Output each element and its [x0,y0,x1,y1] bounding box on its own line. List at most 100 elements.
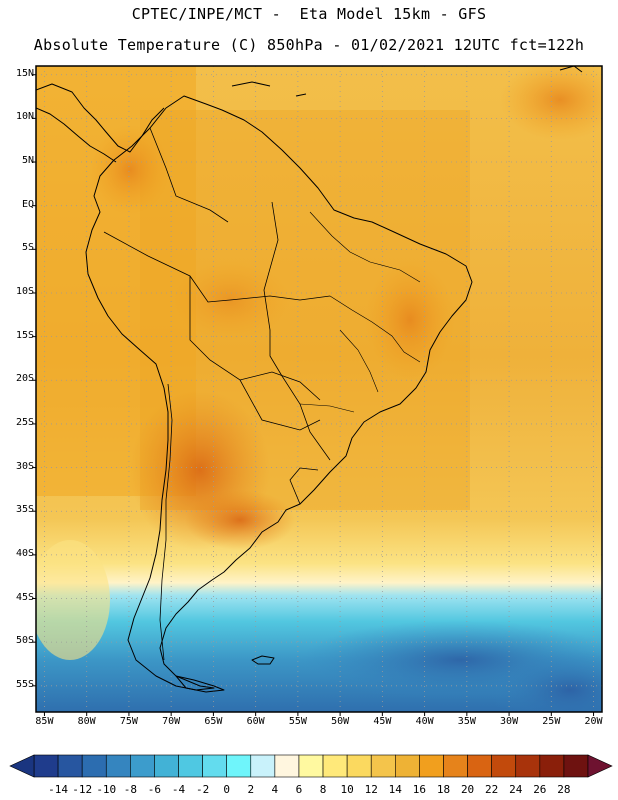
title-line-1: CPTEC/INPE/MCT - Eta Model 15km - GFS [131,5,487,23]
colorbar-label: 16 [412,783,427,796]
longitude-label: 85W [35,716,54,727]
temperature-field [36,66,602,712]
colorbar-swatch [346,754,372,778]
colorbar-label: -12 [72,783,93,796]
colorbar-label: 14 [388,783,402,796]
colorbar-label: 22 [485,783,499,796]
border-peru-brazil [103,231,331,303]
colorbar-label: 4 [271,783,279,796]
latitude-label: 15S [15,329,34,341]
state-borders [299,211,421,413]
latitude-label: 35S [15,504,34,516]
colorbar-swatch [515,754,541,778]
country-borders [103,127,331,661]
central-america-coastline [36,83,165,153]
border-colombia-venezuela [149,127,229,223]
colorbar-swatch [563,754,589,778]
colorbar-swatch [395,754,420,778]
colorbar-swatch [81,754,107,778]
longitude-label: 75W [119,716,138,727]
colorbar-swatch [298,754,324,778]
colorbar-swatch [370,754,396,778]
central-america-pacific-coast [36,107,117,163]
colorbar-label: -6 [147,783,162,796]
latitude-label: 30S [15,460,34,472]
latitude-label: 10S [15,285,34,297]
colorbar-swatch [57,754,83,778]
map-frame [35,65,603,713]
coastlines [36,66,583,693]
colorbar-label: 0 [223,783,230,796]
colorbar-label: -2 [195,783,210,796]
latitude-label: 10N [15,111,34,123]
colorbar-swatch [33,754,59,778]
colorbar-swatch [443,754,468,778]
latitude-label: 40S [15,547,34,559]
falkland-islands [251,655,275,665]
longitude-label: 50W [331,716,350,727]
longitude-label: 45W [373,716,392,727]
latitude-label: 25S [15,416,34,428]
longitude-label: 80W [77,716,96,727]
latitude-label: EQ [21,198,34,210]
state-border-central [329,295,421,363]
colorbar-swatch [154,754,179,778]
colorbar-swatch [322,754,348,778]
latitude-label: 45S [15,591,34,603]
latitude-label: 15N [15,67,34,79]
axis-ticks [32,74,595,716]
colorbar-swatch [539,754,565,778]
latitude-label: 5N [21,155,34,167]
state-border-north [309,211,421,283]
colorbar-label: 26 [533,783,547,796]
border-argentina-chile [159,383,173,661]
colorbar-swatch [178,754,203,778]
state-border-south [299,403,355,413]
latitude-label: 5S [21,242,34,254]
colorbar-arrow-high [587,754,613,778]
longitude-label: 65W [204,716,223,727]
colorbar-swatch [226,754,252,778]
colorbar-label: 2 [247,783,255,796]
colorbar-label: 6 [295,783,303,796]
colorbar-swatch [467,754,492,778]
title-line-2: Absolute Temperature (C) 850hPa - 01/02/… [33,36,585,54]
longitude-label: 20W [584,716,603,727]
longitude-label: 70W [162,716,181,727]
longitude-label: 40W [415,716,434,727]
colorbar-label: -14 [48,783,69,796]
south-america-coastline [85,95,473,691]
colorbar-label: 18 [436,783,451,796]
colorbar-swatch [250,754,276,778]
colorbar-swatch [105,754,131,778]
colorbar-label: 8 [319,783,327,796]
colorbar [9,754,613,778]
colorbar-label: -10 [96,783,117,796]
colorbar-label: -8 [123,783,137,796]
state-border-southeast [339,329,379,393]
colorbar-label: 24 [509,783,523,796]
colorbar-label: 28 [557,783,571,796]
longitude-label: 30W [500,716,519,727]
colorbar-swatch [130,754,155,778]
latitude-label: 55S [15,678,34,690]
longitude-label: 55W [288,716,307,727]
colorbar-label: 12 [364,783,378,796]
colorbar-label: 20 [460,783,475,796]
border-uruguay [289,467,319,505]
latitude-label: 20S [15,373,34,385]
latitude-label: 50S [15,635,34,647]
caribbean-islands [231,66,583,97]
longitude-label: 35W [457,716,476,727]
longitude-label: 60W [246,716,265,727]
colorbar-swatch [491,754,517,778]
border-paraguay [239,379,321,431]
colorbar-label: 10 [340,783,354,796]
colorbar-swatch [419,754,444,778]
border-brazil-west [263,201,331,461]
colorbar-arrow-low [9,754,35,778]
colorbar-label: -4 [171,783,186,796]
colorbar-swatch [274,754,300,778]
longitude-label: 25W [542,716,561,727]
